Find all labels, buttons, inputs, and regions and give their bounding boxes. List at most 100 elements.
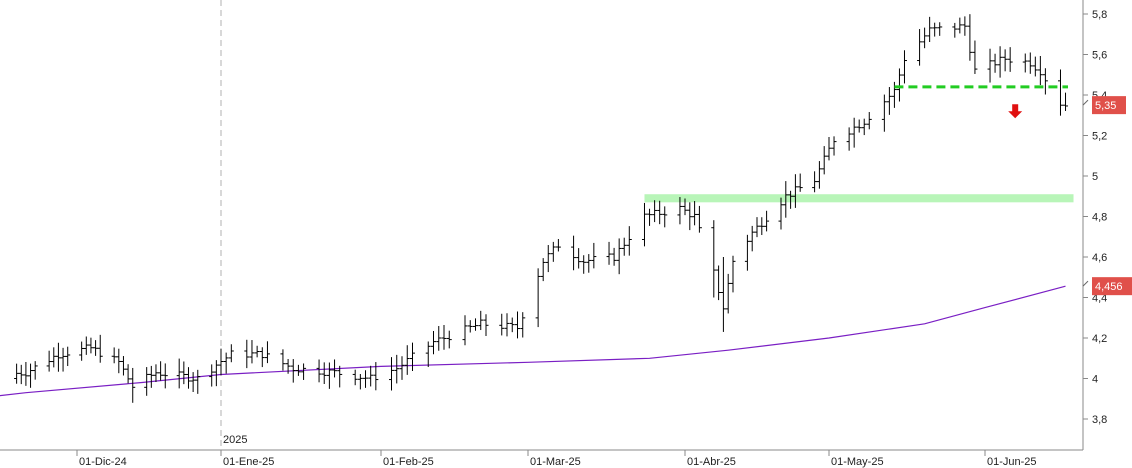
ohlc-bar — [792, 174, 798, 208]
ohlc-bar — [213, 360, 219, 387]
ohlc-bar — [764, 210, 770, 232]
price-bars-layer — [14, 14, 1069, 403]
ohlc-bar — [32, 361, 38, 380]
ohlc-bar — [621, 237, 627, 256]
year-label: 2025 — [223, 434, 247, 446]
ohlc-bar — [195, 369, 201, 394]
ohlc-bar — [550, 241, 556, 262]
ohlc-bar — [716, 265, 722, 301]
ohlc-bar — [509, 317, 515, 333]
ohlc-bar — [301, 363, 307, 380]
ohlc-bar — [1032, 56, 1038, 77]
ohlc-bar — [987, 48, 993, 83]
ohlc-bar — [851, 117, 857, 148]
ohlc-bar — [431, 330, 436, 355]
ohlc-bar — [783, 181, 789, 218]
ohlc-bar — [922, 27, 928, 49]
y-tick-label: 4,4 — [1092, 293, 1107, 305]
ohlc-bar — [682, 198, 688, 216]
y-tick-label: 5 — [1092, 171, 1098, 183]
ohlc-bar — [657, 200, 663, 225]
ohlc-bar — [321, 362, 327, 385]
ohlc-bar — [144, 367, 150, 396]
down-arrow-icon — [1008, 104, 1023, 119]
ohlc-bar — [337, 365, 343, 388]
ohlc-bar — [295, 364, 301, 376]
ohlc-bar — [967, 14, 973, 61]
ohlc-bar — [285, 358, 291, 374]
ohlc-bar — [28, 363, 34, 388]
ohlc-bar — [504, 313, 510, 337]
ohlc-bar — [436, 326, 442, 351]
ohlc-bar — [244, 339, 250, 369]
ohlc-bar — [410, 342, 415, 371]
ohlc-bar — [290, 359, 296, 383]
x-tick-label: 01-Ene-25 — [223, 456, 274, 468]
ohlc-bar — [441, 325, 447, 350]
ohlc-bar — [404, 345, 410, 375]
ohlc-bar — [259, 347, 265, 368]
ma-badge-pointer — [1082, 280, 1089, 287]
ohlc-bar — [555, 239, 561, 252]
ohlc-bar — [368, 365, 374, 387]
support-zone — [644, 194, 1074, 203]
ohlc-bar — [962, 16, 968, 36]
price-badge-pointer — [1082, 99, 1089, 106]
ohlc-bar — [23, 361, 29, 386]
ohlc-bar — [540, 258, 546, 282]
ohlc-bar — [264, 341, 270, 364]
y-tick-label: 4,6 — [1092, 252, 1107, 264]
ohlc-bar — [626, 226, 632, 256]
ohlc-bar — [788, 190, 794, 209]
ohlc-bar — [190, 372, 196, 392]
ohlc-bar — [711, 220, 717, 298]
ohlc-bar — [997, 46, 1003, 78]
ohlc-bar — [861, 118, 867, 136]
moving-average-line — [0, 285, 1066, 405]
ohlc-bar — [846, 127, 852, 151]
ohlc-bar — [1037, 56, 1043, 86]
y-tick-label: 4,2 — [1092, 333, 1107, 345]
x-tick-label: 01-Dic-24 — [79, 456, 127, 468]
ohlc-bar — [93, 340, 99, 356]
ohlc-bar — [730, 255, 736, 293]
ohlc-bar — [677, 197, 683, 225]
ohlc-bar — [499, 313, 505, 336]
x-tick-label: 01-Feb-25 — [383, 456, 434, 468]
ohlc-bar — [79, 341, 85, 361]
ohlc-bar — [571, 235, 577, 271]
ohlc-bar — [821, 146, 827, 175]
ohlc-bar — [51, 347, 57, 368]
ohlc-bar — [60, 347, 66, 372]
ohlc-bar — [120, 356, 126, 376]
ohlc-bar — [483, 314, 489, 337]
ohlc-bar — [280, 349, 286, 371]
ohlc-bar — [927, 16, 933, 42]
ohlc-bar — [611, 247, 617, 266]
ohlc-bar — [652, 200, 658, 223]
ohlc-bar — [952, 22, 958, 38]
ohlc-bar — [130, 367, 136, 403]
ohlc-bar — [1063, 92, 1069, 111]
ohlc-bar — [352, 369, 358, 386]
ohlc-bar — [797, 173, 803, 192]
ohlc-bar — [992, 53, 998, 73]
x-tick-label: 01-Mar-25 — [530, 456, 581, 468]
y-tick-label: 5,8 — [1092, 9, 1107, 21]
ohlc-bar — [363, 370, 369, 388]
ohlc-bar — [641, 202, 647, 247]
ohlc-bar — [901, 50, 907, 84]
ohlc-bar — [18, 364, 24, 385]
ohlc-bar — [866, 112, 872, 130]
annotation-layer — [220, 0, 1074, 450]
ohlc-bar — [520, 312, 526, 338]
ohlc-bar — [65, 346, 71, 367]
ohlc-bar — [749, 225, 755, 252]
ohlc-bar — [1002, 49, 1008, 72]
ohlc-bar — [586, 254, 592, 273]
ohlc-bar — [576, 248, 582, 269]
ohlc-bar — [754, 217, 760, 238]
ohlc-bar — [462, 315, 468, 346]
ohlc-bar — [545, 245, 551, 273]
ohlc-bar — [125, 364, 131, 384]
